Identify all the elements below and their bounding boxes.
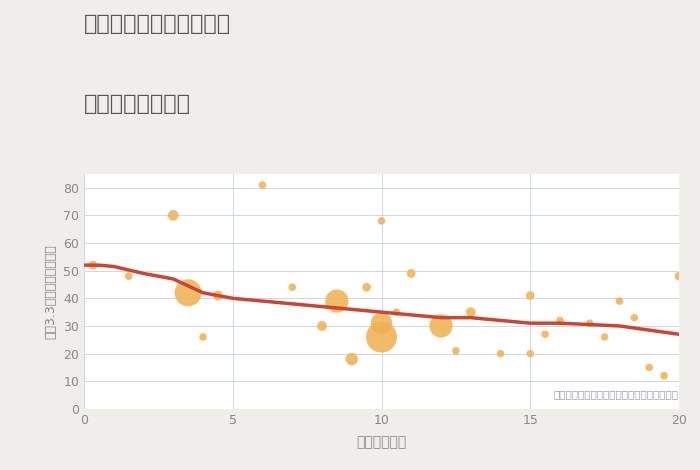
Point — [584, 320, 595, 327]
Point — [644, 364, 655, 371]
Point — [614, 298, 625, 305]
Point — [435, 322, 447, 330]
Point — [406, 270, 417, 277]
Point — [659, 372, 670, 379]
Point — [673, 273, 685, 280]
Point — [376, 333, 387, 341]
Point — [183, 289, 194, 297]
Point — [495, 350, 506, 357]
Point — [525, 292, 536, 299]
Point — [629, 314, 640, 321]
Point — [123, 273, 134, 280]
Point — [346, 355, 357, 363]
X-axis label: 駅距離（分）: 駅距離（分） — [356, 435, 407, 449]
Point — [361, 283, 372, 291]
Text: 駅距離別土地価格: 駅距離別土地価格 — [84, 94, 191, 114]
Point — [525, 350, 536, 357]
Point — [257, 181, 268, 189]
Point — [376, 320, 387, 327]
Point — [168, 212, 179, 219]
Y-axis label: 坪（3.3㎡）単価（万円）: 坪（3.3㎡）単価（万円） — [45, 244, 57, 339]
Point — [554, 317, 566, 324]
Text: 円の大きさは、取引のあった物件面積を示す: 円の大きさは、取引のあった物件面積を示す — [554, 390, 679, 400]
Point — [376, 217, 387, 225]
Point — [331, 298, 342, 305]
Point — [540, 330, 551, 338]
Point — [88, 261, 99, 269]
Point — [197, 333, 209, 341]
Point — [212, 292, 223, 299]
Point — [465, 308, 476, 316]
Point — [287, 283, 298, 291]
Text: 奈良県奈良市大柳生町の: 奈良県奈良市大柳生町の — [84, 14, 231, 34]
Point — [316, 322, 328, 330]
Point — [599, 333, 610, 341]
Point — [391, 308, 402, 316]
Point — [450, 347, 461, 354]
